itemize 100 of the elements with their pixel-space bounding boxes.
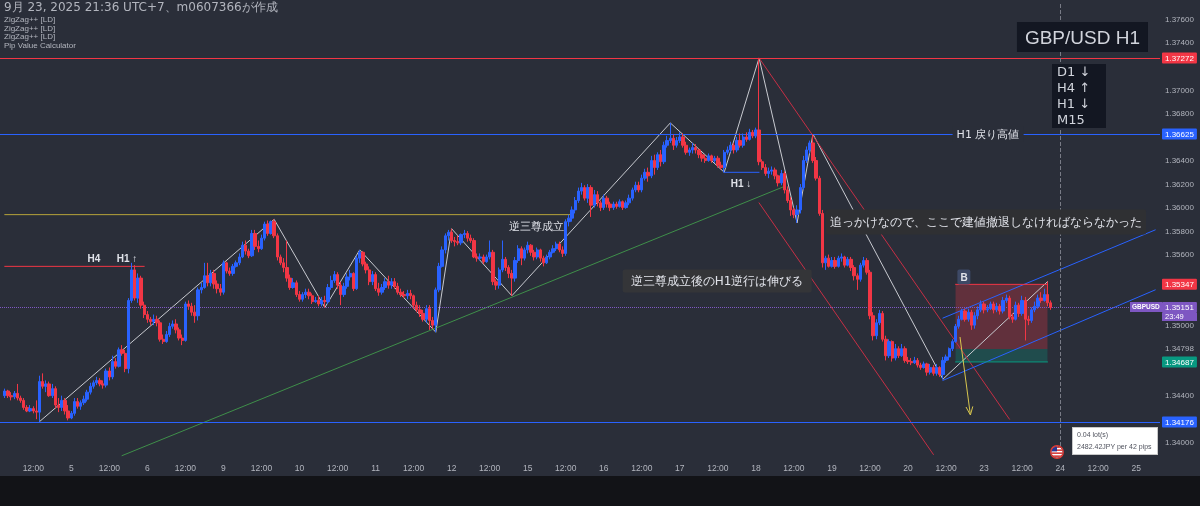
candlestick <box>28 404 32 413</box>
candlestick <box>891 339 894 363</box>
candlestick <box>963 308 967 323</box>
candlestick <box>396 282 399 296</box>
y-tick-label: 1.34176 <box>1165 418 1195 428</box>
annotation: H1 ↓ <box>1052 96 1106 112</box>
candlestick <box>95 376 98 386</box>
candlestick <box>738 133 742 149</box>
candlestick <box>60 395 63 412</box>
candlestick <box>967 308 970 323</box>
candlestick <box>301 291 304 303</box>
candlestick <box>54 385 57 410</box>
annotation: M15 <box>1052 112 1106 128</box>
x-tick-label: 23 <box>979 462 990 473</box>
candlestick <box>371 270 374 286</box>
candlestick <box>998 303 1002 316</box>
candlestick <box>412 294 415 310</box>
candlestick <box>374 271 377 292</box>
candlestick <box>203 262 206 290</box>
candlestick <box>383 277 387 291</box>
candlestick <box>222 259 225 296</box>
candlestick <box>536 247 539 260</box>
candlestick <box>295 279 298 298</box>
candlestick <box>6 389 10 399</box>
candlestick <box>558 241 561 253</box>
candlestick <box>1043 288 1046 303</box>
y-tick-label: 1.36000 <box>1165 203 1195 213</box>
candlestick <box>589 184 593 218</box>
candlestick <box>193 304 197 324</box>
y-tick-label: 1.36800 <box>1165 109 1195 119</box>
candlestick <box>291 277 295 290</box>
candlestick <box>1008 295 1011 320</box>
x-tick-label: 20 <box>903 462 914 473</box>
candlestick <box>982 301 986 314</box>
candlestick <box>764 163 767 177</box>
candlestick <box>916 357 919 368</box>
candlestick <box>913 356 916 365</box>
candlestick <box>700 151 704 163</box>
candlestick <box>602 194 605 211</box>
candlestick <box>231 263 235 277</box>
candlestick <box>932 364 935 377</box>
candlestick <box>209 269 212 287</box>
candlestick <box>545 254 548 265</box>
candlestick <box>104 368 108 388</box>
candlestick <box>1039 291 1043 304</box>
candlestick <box>548 249 552 260</box>
y-tick-label: 1.34798 <box>1165 344 1195 354</box>
annotation: Pip Value Calculator <box>4 40 76 50</box>
x-tick-label: 6 <box>145 462 151 473</box>
x-tick-label: 12:00 <box>22 462 45 473</box>
candlestick <box>843 255 846 269</box>
candlestick <box>1036 294 1040 310</box>
candlestick <box>653 154 656 176</box>
y-tick-label: 1.35800 <box>1165 226 1195 236</box>
candlestick <box>618 198 621 209</box>
candlestick <box>780 169 783 186</box>
candlestick <box>428 304 431 331</box>
candlestick <box>13 390 16 400</box>
candlestick <box>418 304 422 318</box>
candlestick <box>615 201 618 210</box>
candlestick <box>466 230 469 243</box>
candlestick <box>605 195 609 209</box>
candlestick <box>754 127 758 139</box>
y-tick-label: 1.37400 <box>1165 38 1195 48</box>
y-tick-label: 1.34400 <box>1165 391 1195 401</box>
candlestick <box>212 269 216 290</box>
candlestick <box>646 167 650 183</box>
candlestick <box>402 290 406 299</box>
candlestick <box>691 142 694 154</box>
candlestick <box>450 228 453 244</box>
candlestick <box>529 243 533 257</box>
annotation: 9月 23, 2025 21:36 UTC+7、m0607366が作成 <box>4 0 278 14</box>
x-tick-label: 12:00 <box>479 462 501 473</box>
candlestick <box>456 235 460 246</box>
candlestick <box>114 357 117 370</box>
candlestick <box>938 365 941 378</box>
y-tick-label: 1.36200 <box>1165 179 1195 189</box>
y-tick-label: 1.37272 <box>1165 54 1195 64</box>
candlestick <box>472 237 476 259</box>
candlestick <box>244 239 247 256</box>
candlestick <box>735 136 739 153</box>
candlestick <box>352 271 355 292</box>
candlestick <box>910 357 913 366</box>
annotation: 逆三尊成立 <box>508 218 564 234</box>
x-tick-label: 12:00 <box>631 462 653 473</box>
candlestick <box>593 189 596 209</box>
candlestick <box>35 399 38 420</box>
x-tick-label: 9 <box>221 462 227 473</box>
candlestick <box>219 283 222 297</box>
x-tick-label: 12:00 <box>326 462 349 473</box>
candlestick <box>745 131 748 143</box>
x-tick-label: 12:00 <box>402 462 425 473</box>
candlestick <box>73 397 76 417</box>
candlestick <box>76 397 79 410</box>
candlestick <box>704 154 707 164</box>
x-tick-label: 16 <box>599 462 609 473</box>
candlestick <box>425 304 428 324</box>
candlestick <box>716 155 720 169</box>
annotation: H4 <box>87 252 101 263</box>
candlestick <box>827 254 830 269</box>
